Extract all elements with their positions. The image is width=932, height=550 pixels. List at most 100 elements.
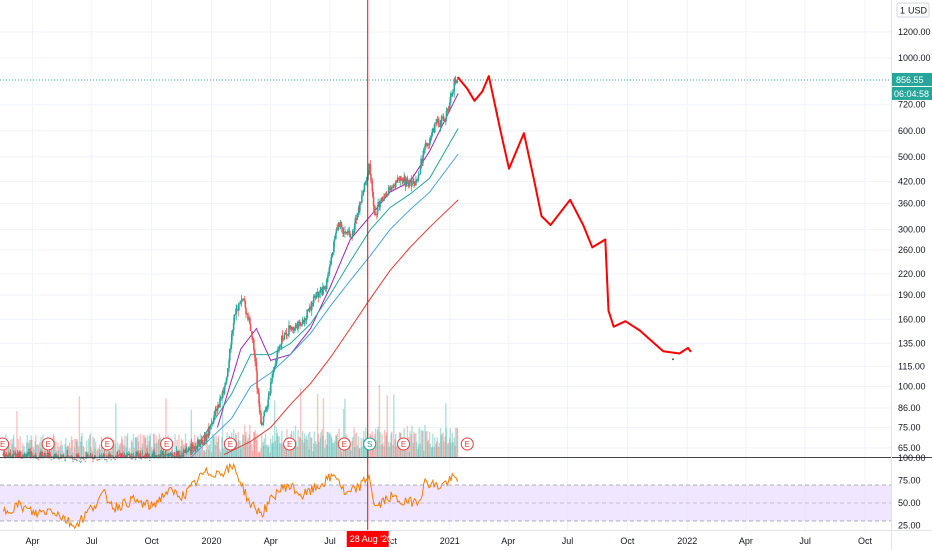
candle-body [72,460,74,462]
volume-bar [295,441,297,457]
candle-body [146,453,149,459]
volume-bar [223,440,226,457]
earnings-marker[interactable]: E [223,437,237,451]
candle-body [280,344,282,347]
volume-bar [244,424,246,457]
candle-body [75,460,78,461]
volume-bar [432,433,434,457]
timer-badge-bg [892,86,932,100]
earnings-marker[interactable]: E [337,437,351,451]
candle-body [151,454,154,458]
candle-body [361,195,363,203]
time-tick-label: Oct [383,536,398,546]
volume-bar [427,439,429,457]
volume-bar [299,388,302,457]
candle-body [130,455,132,459]
candle-body [137,451,139,457]
earnings-marker[interactable]: E [0,437,10,451]
volume-bar [110,451,112,457]
earnings-marker[interactable]: E [41,437,55,451]
candle-body [245,307,247,315]
earnings-marker[interactable]: E [100,437,114,451]
candle-body [322,286,324,296]
candle-body [214,408,217,416]
candle-body [34,454,37,459]
time-tick-label: Oct [145,536,160,546]
candle-body [402,178,404,183]
volume-bar [257,452,260,457]
candle-body [162,451,165,459]
volume-bar [130,439,133,457]
candle-body [310,303,313,310]
volume-bar [69,448,71,457]
candle-body [372,196,375,207]
candle-body [436,118,439,123]
volume-bar [245,432,247,457]
candle-body [16,455,18,457]
volume-bar [342,408,345,457]
earnings-marker[interactable]: E [283,437,297,451]
volume-bar [348,444,351,457]
volume-bar [80,441,82,457]
volume-bar [46,445,48,457]
candle-body [408,181,411,187]
candle-body [75,459,77,461]
price-tick-label: 86.00 [898,403,921,413]
volume-bar [344,398,346,457]
volume-bar [249,442,252,457]
earnings-marker[interactable]: E [460,437,474,451]
volume-bar [210,440,212,457]
candle-body [385,193,387,197]
projection-drawing[interactable] [457,75,692,355]
volume-bar [313,443,315,457]
candle-body [3,452,6,459]
candle-body [142,455,144,457]
volume-bar [447,443,449,457]
candle-body [368,164,370,173]
candle-body [412,180,415,182]
candle-body [189,448,191,450]
candle-body [219,398,222,400]
volume-bar [176,439,178,457]
volume-bar [301,439,303,457]
candle-body [12,453,15,456]
earnings-marker[interactable]: E [397,437,411,451]
volume-bar [311,437,313,457]
volume-bar [265,444,267,457]
time-tick-label: Apr [264,536,278,546]
candle-body [71,457,74,459]
candle-body [267,392,270,400]
volume-bar [98,448,100,457]
price-tick-label: 300.00 [898,225,926,235]
candle-body [212,422,214,424]
volume-bar [246,440,249,457]
volume-bar [70,436,73,457]
earnings-marker[interactable]: E [160,437,174,451]
volume-bar [420,429,422,457]
candle-body [55,455,58,459]
price-axis[interactable]: 1200.00 1000.00 720.00 600.00 500.00 420.00 36… [898,27,931,453]
split-marker[interactable]: S [363,437,377,451]
volume-bar [171,440,174,457]
candle-body [347,231,349,232]
event-markers[interactable]: E E E E E E E E ES [0,437,474,451]
volume-bar [158,438,160,457]
candle-body [405,178,408,187]
candle-body [422,150,425,155]
volume-bar [5,444,8,457]
candle-body [253,349,256,355]
candle-body [61,455,64,459]
candle-body [233,314,236,324]
volume-bar [387,441,390,457]
earnings-marker-circle [41,437,55,451]
candle-body [438,125,441,127]
currency-selector[interactable]: 1 USD [896,2,930,18]
rsi-axis[interactable]: 100.00 75.00 50.00 25.00 [898,453,926,531]
volume-bar [156,443,158,457]
currency-box[interactable] [896,2,930,18]
candle-body [324,286,327,290]
time-axis[interactable]: Apr Jul Oct 2020 Apr Jul Oct 2021 Apr Jul Oct 2022 A… [26,536,873,546]
volume-bar [340,445,342,457]
candle-body [49,453,51,459]
